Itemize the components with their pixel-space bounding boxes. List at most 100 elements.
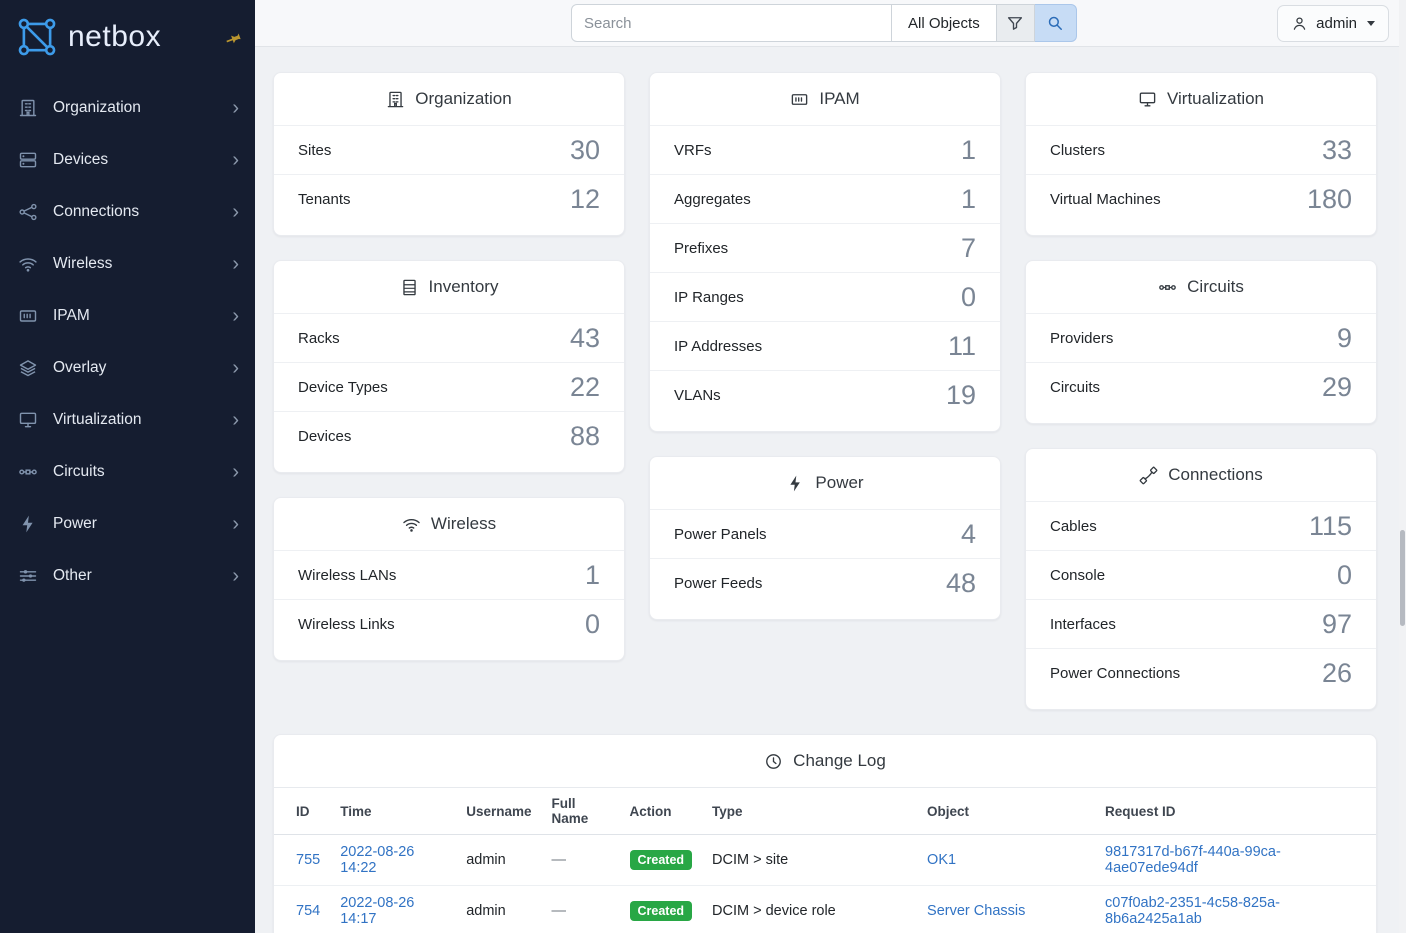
inventory-card-header: Inventory bbox=[274, 261, 624, 313]
sidebar-item-wireless[interactable]: Wireless bbox=[0, 238, 255, 290]
transit-icon bbox=[1158, 278, 1177, 297]
action-created-badge: Created bbox=[629, 849, 693, 871]
change-id-link[interactable]: 754 bbox=[296, 903, 321, 919]
user-menu-button[interactable]: admin bbox=[1277, 5, 1389, 42]
change-request-id-link[interactable]: c07f0ab2-2351-4c58-825a-8b6a2425a1ab bbox=[1105, 895, 1280, 927]
search-bar: All Objects bbox=[571, 4, 1077, 42]
stat-value: 97 bbox=[1321, 608, 1352, 639]
sidebar-item-label: IPAM bbox=[53, 307, 90, 324]
stat-row-interfaces[interactable]: Interfaces 97 bbox=[1026, 599, 1376, 648]
stat-value: 115 bbox=[1308, 510, 1352, 541]
chevron-right-icon bbox=[232, 202, 239, 222]
stat-label: VRFs bbox=[674, 141, 712, 159]
stat-row-console[interactable]: Console 0 bbox=[1026, 550, 1376, 599]
card-title: IPAM bbox=[819, 89, 860, 108]
stat-value: 26 bbox=[1321, 657, 1352, 688]
pin-sidebar-icon[interactable] bbox=[222, 27, 245, 50]
column-2: IPAM VRFs 1 Aggregates 1 Prefixes 7 bbox=[649, 72, 1001, 644]
col-header-action: Action bbox=[619, 787, 703, 835]
stat-row-devices[interactable]: Devices 88 bbox=[274, 411, 624, 460]
changelog-row: 755 2022-08-26 14:22 admin — Created DCI… bbox=[274, 834, 1376, 886]
action-created-badge: Created bbox=[629, 900, 693, 922]
sidebar-item-overlay[interactable]: Overlay bbox=[0, 342, 255, 394]
stat-row-aggregates[interactable]: Aggregates 1 bbox=[650, 174, 1000, 223]
change-time-link[interactable]: 2022-08-26 14:17 bbox=[340, 895, 415, 927]
stat-label: Console bbox=[1050, 566, 1106, 584]
stat-row-device-types[interactable]: Device Types 22 bbox=[274, 362, 624, 411]
stat-row-prefixes[interactable]: Prefixes 7 bbox=[650, 223, 1000, 272]
connections-card-header: Connections bbox=[1026, 449, 1376, 501]
change-object-link[interactable]: OK1 bbox=[927, 852, 957, 868]
stat-label: Power Panels bbox=[674, 525, 767, 543]
brand-name: netbox bbox=[68, 20, 162, 53]
building-icon bbox=[386, 90, 405, 109]
filter-button[interactable] bbox=[996, 4, 1035, 42]
stat-value: 7 bbox=[960, 232, 976, 263]
layers-icon bbox=[18, 358, 38, 378]
virtualization-card-header: Virtualization bbox=[1026, 73, 1376, 125]
ipam-icon bbox=[18, 306, 38, 326]
cable-icon bbox=[1139, 466, 1158, 485]
stat-label: Interfaces bbox=[1050, 615, 1116, 633]
stat-row-sites[interactable]: Sites 30 bbox=[274, 125, 624, 174]
col-header-type: Type bbox=[702, 787, 918, 835]
stat-row-virtual-machines[interactable]: Virtual Machines 180 bbox=[1026, 174, 1376, 223]
stat-row-cables[interactable]: Cables 115 bbox=[1026, 501, 1376, 550]
sidebar-item-label: Devices bbox=[53, 151, 109, 168]
brand-home-link[interactable]: netbox bbox=[0, 0, 255, 68]
stat-row-power-panels[interactable]: Power Panels 4 bbox=[650, 509, 1000, 558]
stat-label: Wireless LANs bbox=[298, 566, 397, 584]
chevron-right-icon bbox=[232, 462, 239, 482]
changelog-table: ID Time Username Full Name Action Type O… bbox=[274, 787, 1376, 933]
stat-row-ip-ranges[interactable]: IP Ranges 0 bbox=[650, 272, 1000, 321]
sidebar-item-connections[interactable]: Connections bbox=[0, 186, 255, 238]
stat-row-clusters[interactable]: Clusters 33 bbox=[1026, 125, 1376, 174]
sidebar-item-ipam[interactable]: IPAM bbox=[0, 290, 255, 342]
sidebar-item-other[interactable]: Other bbox=[0, 550, 255, 602]
stat-label: Circuits bbox=[1050, 378, 1101, 396]
col-header-time: Time bbox=[330, 787, 457, 835]
sidebar-item-circuits[interactable]: Circuits bbox=[0, 446, 255, 498]
stat-value: 11 bbox=[947, 330, 976, 361]
stat-row-power-feeds[interactable]: Power Feeds 48 bbox=[650, 558, 1000, 607]
stat-label: IP Ranges bbox=[674, 288, 744, 306]
stat-label: Clusters bbox=[1050, 141, 1106, 159]
change-time-link[interactable]: 2022-08-26 14:22 bbox=[340, 844, 415, 876]
change-object-link[interactable]: Server Chassis bbox=[927, 903, 1026, 919]
change-id-link[interactable]: 755 bbox=[296, 852, 321, 868]
sidebar-item-virtualization[interactable]: Virtualization bbox=[0, 394, 255, 446]
chevron-right-icon bbox=[232, 150, 239, 170]
ipam-card-header: IPAM bbox=[650, 73, 1000, 125]
stat-label: Prefixes bbox=[674, 239, 729, 257]
stat-row-racks[interactable]: Racks 43 bbox=[274, 313, 624, 362]
stat-row-ip-addresses[interactable]: IP Addresses 11 bbox=[650, 321, 1000, 370]
scrollbar-thumb[interactable] bbox=[1400, 530, 1405, 626]
stat-row-circuits[interactable]: Circuits 29 bbox=[1026, 362, 1376, 411]
stat-row-providers[interactable]: Providers 9 bbox=[1026, 313, 1376, 362]
change-full-name: — bbox=[541, 885, 620, 933]
sidebar-item-devices[interactable]: Devices bbox=[0, 134, 255, 186]
stat-row-wireless-links[interactable]: Wireless Links 0 bbox=[274, 599, 624, 648]
stat-row-power-connections[interactable]: Power Connections 26 bbox=[1026, 648, 1376, 697]
stat-label: Devices bbox=[298, 427, 352, 445]
chevron-right-icon bbox=[232, 358, 239, 378]
change-request-id-link[interactable]: 9817317d-b67f-440a-99ca-4ae07ede94df bbox=[1105, 844, 1281, 876]
sidebar-item-power[interactable]: Power bbox=[0, 498, 255, 550]
stat-row-vlans[interactable]: VLANs 19 bbox=[650, 370, 1000, 419]
page-scrollbar[interactable] bbox=[1399, 0, 1406, 933]
stat-row-wireless-lans[interactable]: Wireless LANs 1 bbox=[274, 550, 624, 599]
object-type-selector[interactable]: All Objects bbox=[892, 4, 997, 42]
stat-row-tenants[interactable]: Tenants 12 bbox=[274, 174, 624, 223]
chevron-right-icon bbox=[232, 306, 239, 326]
sidebar-item-label: Other bbox=[53, 567, 92, 584]
sidebar-item-organization[interactable]: Organization bbox=[0, 82, 255, 134]
search-button[interactable] bbox=[1034, 4, 1077, 42]
connections-card: Connections Cables 115 Console 0 Interfa… bbox=[1025, 448, 1377, 710]
stat-row-vrfs[interactable]: VRFs 1 bbox=[650, 125, 1000, 174]
search-input[interactable] bbox=[571, 4, 892, 42]
server-icon bbox=[18, 150, 38, 170]
col-header-username: Username bbox=[456, 787, 542, 835]
stat-label: IP Addresses bbox=[674, 337, 763, 355]
column-3: Virtualization Clusters 33 Virtual Machi… bbox=[1025, 72, 1377, 734]
